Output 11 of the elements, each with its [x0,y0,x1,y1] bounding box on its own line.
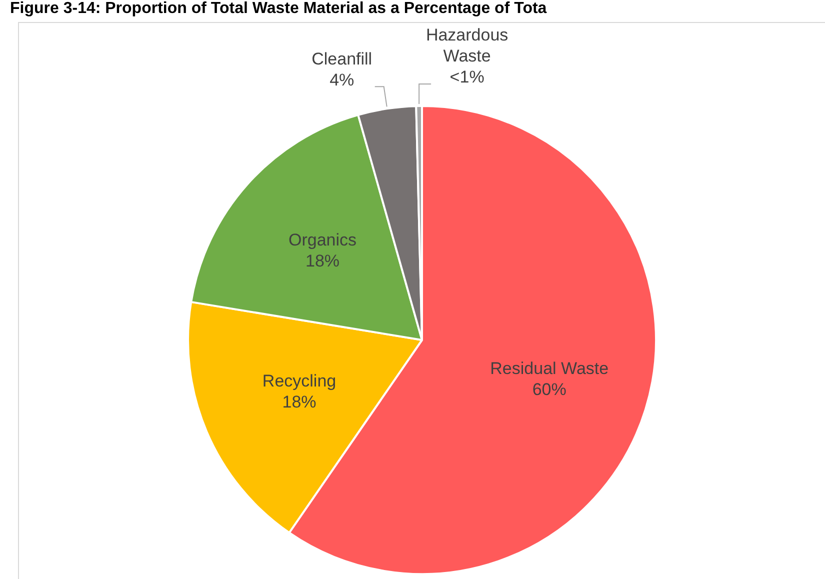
data-label: 4% [330,70,354,90]
chart-title: Figure 3-14: Proportion of Total Waste Material as a Percentage of Tota [10,0,547,18]
slice-label: Residual Waste [490,358,609,378]
slice-label: Organics [288,230,357,250]
data-label: <1% [450,68,484,87]
data-label: 60% [532,380,566,399]
slice-label: Recycling [262,371,336,390]
data-label: 18% [305,251,340,270]
data-label: 18% [282,392,316,412]
slice-label: Hazardous Waste [426,26,508,66]
slice-label: Cleanfill [312,49,372,68]
